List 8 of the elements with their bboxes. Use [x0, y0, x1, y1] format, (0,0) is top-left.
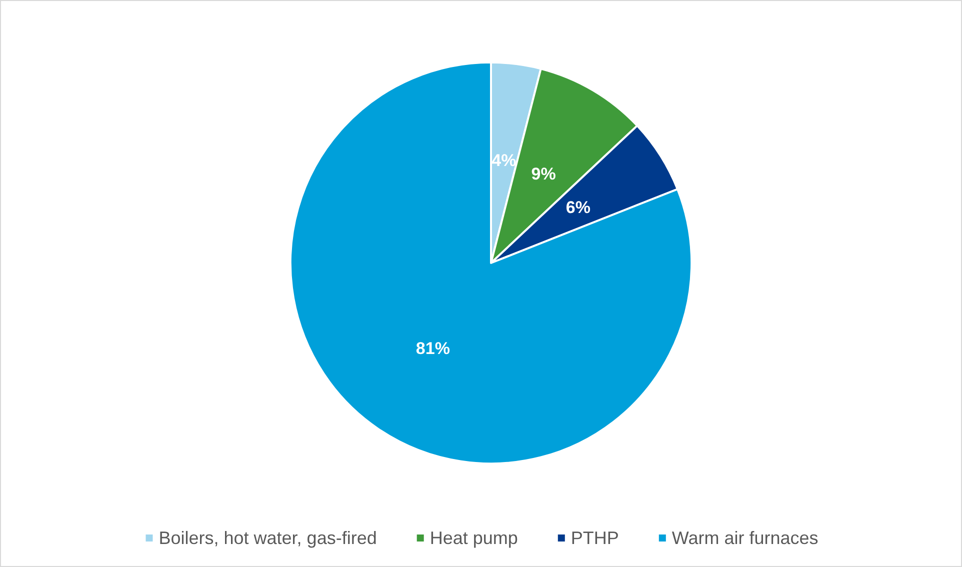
data-label: 6% — [566, 198, 590, 218]
legend-label: Heat pump — [430, 528, 518, 548]
data-label: 4% — [492, 151, 516, 170]
legend-label: PTHP — [570, 528, 619, 548]
legend-label: Warm air furnaces — [672, 528, 818, 548]
data-label: 9% — [531, 164, 556, 184]
legend-label: Boilers, hot water, gas-fired — [158, 528, 377, 548]
data-label: 81% — [416, 338, 450, 358]
